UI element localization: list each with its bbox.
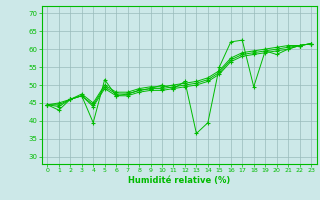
X-axis label: Humidité relative (%): Humidité relative (%) xyxy=(128,176,230,185)
